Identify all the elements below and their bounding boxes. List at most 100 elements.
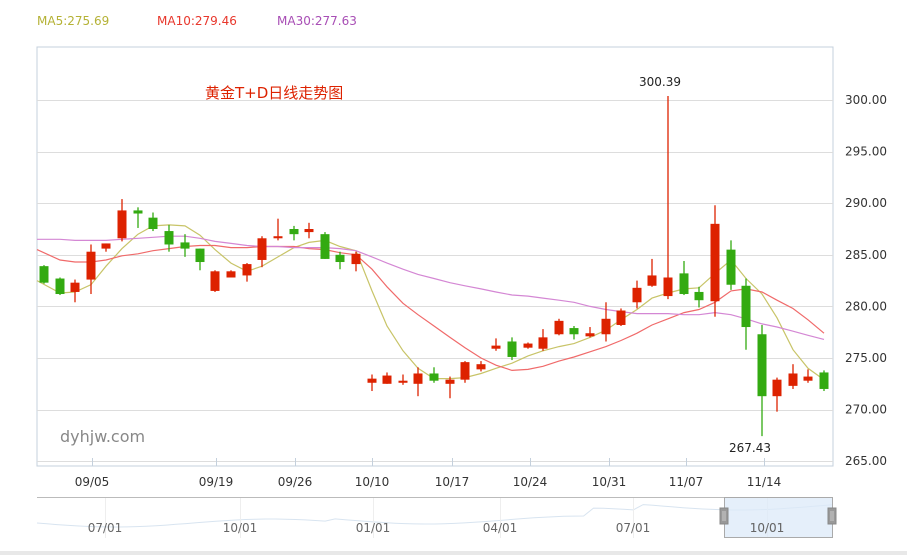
y-tick-label: 285.00	[845, 248, 887, 262]
candle-body	[164, 231, 174, 245]
candle-body	[772, 379, 782, 397]
x-tick-label: 11/07	[669, 475, 704, 489]
candle-body	[382, 375, 392, 384]
candle-down	[164, 224, 174, 252]
candle-body	[117, 210, 127, 239]
candle-down	[741, 278, 751, 350]
candle-up	[257, 236, 267, 268]
candle-body	[273, 236, 283, 239]
candle-up	[413, 367, 423, 397]
chart-title: 黄金T+D日线走势图	[205, 84, 343, 102]
candle-body	[148, 217, 158, 229]
candle-up	[632, 280, 642, 309]
candle-body	[491, 345, 501, 349]
candle-body	[601, 318, 611, 335]
candle-up	[367, 374, 377, 392]
candle-body	[569, 328, 579, 335]
grid-lines	[36, 46, 834, 467]
candle-down	[679, 260, 689, 296]
navigator-label: 07/01	[88, 521, 123, 535]
candle-body	[195, 248, 205, 263]
candle-body	[757, 334, 767, 397]
candle-up	[772, 377, 782, 412]
legend-ma10: MA10:279.46	[157, 14, 237, 28]
candle-body	[616, 310, 626, 325]
candle-up	[304, 222, 314, 239]
candle-body	[741, 285, 751, 328]
candle-body	[351, 253, 361, 265]
candle-body	[242, 264, 252, 276]
candle-up	[663, 95, 673, 300]
y-tick-label: 270.00	[845, 403, 887, 417]
x-tick-label: 09/19	[199, 475, 234, 489]
candle-up	[601, 302, 611, 342]
candle-body	[507, 341, 517, 357]
candle-body	[710, 223, 720, 302]
candle-down	[180, 234, 190, 257]
legend-ma5: MA5:275.69	[37, 14, 110, 28]
candle-down	[148, 212, 158, 232]
navigator-label: 01/01	[356, 521, 391, 535]
candle-up	[70, 279, 80, 303]
candle-body	[663, 277, 673, 297]
navigator-label: 07/01	[616, 521, 651, 535]
navigator-handle-left[interactable]	[719, 507, 729, 525]
navigator-label: 04/01	[483, 521, 518, 535]
candle-down	[819, 370, 829, 392]
x-tick-label: 09/26	[278, 475, 313, 489]
candle-up	[803, 369, 813, 383]
candle-up	[273, 218, 283, 241]
candle-body	[257, 238, 267, 260]
candle-up	[710, 205, 720, 317]
candle-body	[86, 251, 96, 280]
candle-body	[679, 273, 689, 295]
candle-up	[538, 329, 548, 351]
candle-down	[569, 326, 579, 340]
candle-up	[351, 251, 361, 272]
candle-body	[289, 229, 299, 235]
x-tick-label: 10/10	[355, 475, 390, 489]
legend-ma30: MA30:277.63	[277, 14, 357, 28]
x-tick-label: 10/17	[435, 475, 470, 489]
y-tick-label: 280.00	[845, 299, 887, 313]
plot-frame	[36, 46, 834, 467]
candle-body	[180, 242, 190, 249]
candle-up	[616, 308, 626, 327]
candle-up	[554, 318, 564, 336]
candle-body	[476, 364, 486, 370]
candle-body	[694, 291, 704, 301]
x-tick-label: 11/14	[747, 475, 782, 489]
candle-up	[585, 327, 595, 338]
high-low-annotations: 300.39 267.43	[639, 75, 771, 455]
candle-up	[101, 243, 111, 252]
candles	[39, 95, 829, 437]
min-price-label: 267.43	[729, 441, 771, 455]
candle-up	[210, 270, 220, 292]
candle-body	[460, 362, 470, 380]
candle-body	[585, 333, 595, 337]
candle-down	[507, 337, 517, 361]
candle-down	[320, 232, 330, 259]
navigator-selection[interactable]	[724, 497, 833, 538]
candle-up	[226, 270, 236, 278]
watermark: dyhjw.com	[60, 427, 145, 446]
candle-body	[39, 266, 49, 283]
candle-down	[335, 251, 345, 270]
candle-down	[289, 225, 299, 241]
candle-body	[367, 378, 377, 383]
candle-body	[819, 372, 829, 389]
navigator-handle-right[interactable]	[827, 507, 837, 525]
candle-up	[476, 361, 486, 372]
candle-body	[803, 376, 813, 381]
candle-body	[788, 373, 798, 386]
candle-down	[133, 207, 143, 228]
candle-body	[413, 373, 423, 384]
candle-body	[726, 249, 736, 285]
candle-body	[101, 243, 111, 249]
y-tick-label: 300.00	[845, 93, 887, 107]
navigator-label: 10/01	[223, 521, 258, 535]
candle-body	[398, 380, 408, 383]
navigator-series	[36, 504, 833, 528]
